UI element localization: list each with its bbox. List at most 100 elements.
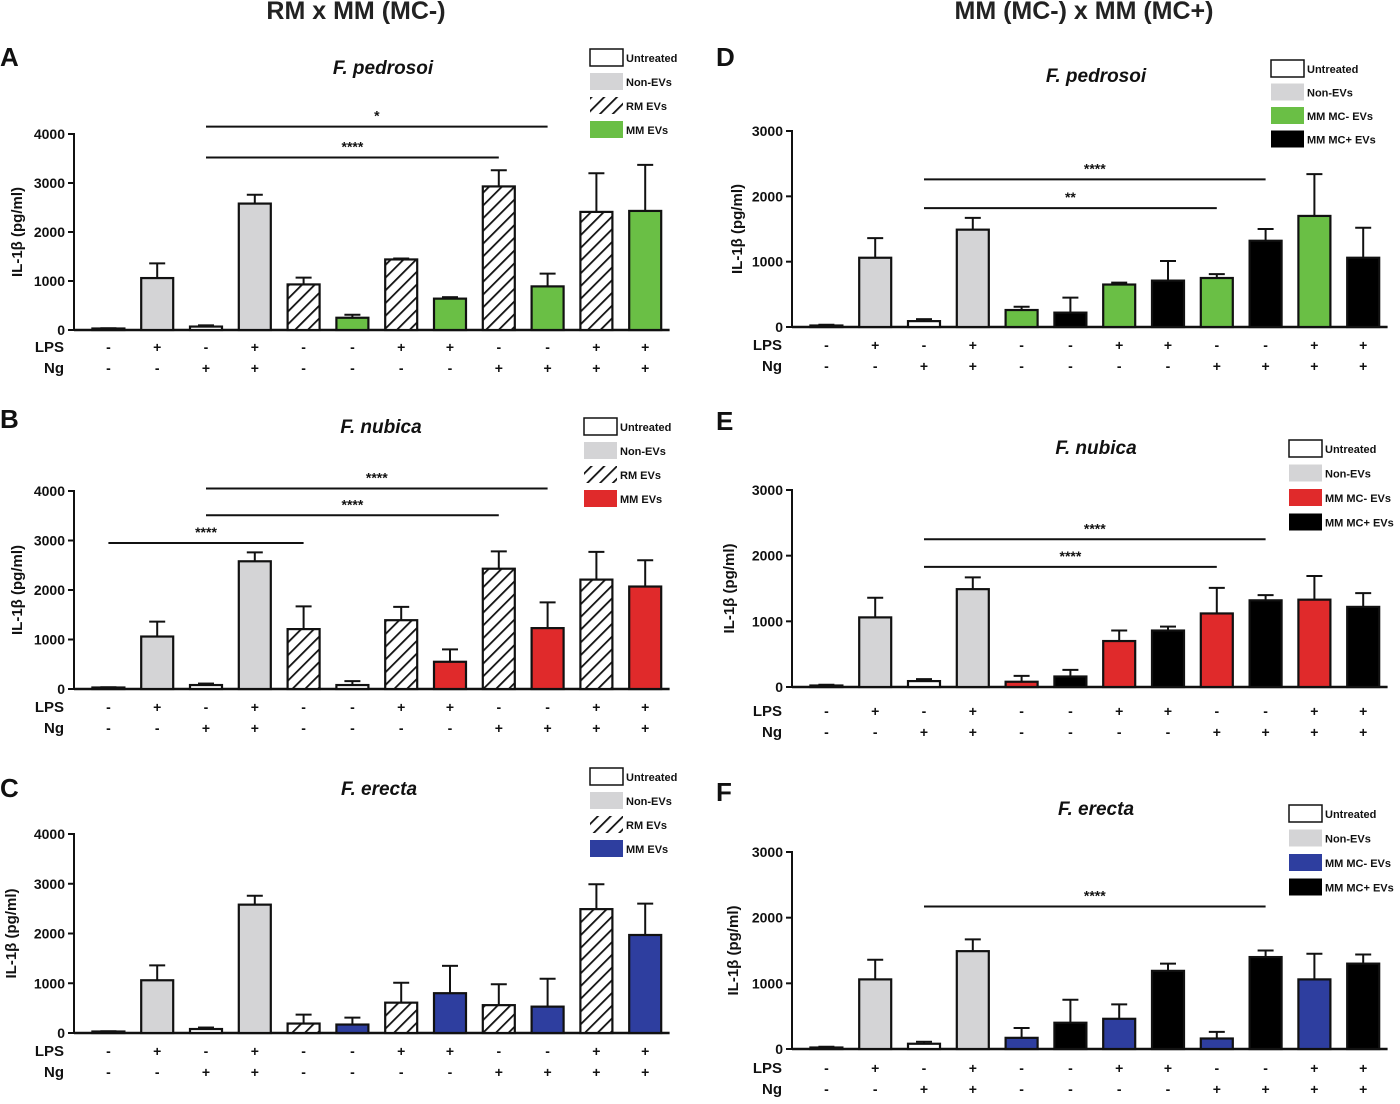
bar-green xyxy=(1102,283,1137,329)
legend-swatch-untreated xyxy=(589,767,624,786)
condition-sign: - xyxy=(1068,1081,1073,1097)
condition-sign: - xyxy=(1019,1060,1024,1076)
condition-sign: + xyxy=(969,703,977,719)
legend-label: Non-EVs xyxy=(1307,88,1353,100)
condition-sign: + xyxy=(1359,703,1367,719)
condition-sign: + xyxy=(871,703,879,719)
legend-swatch-black xyxy=(1289,513,1322,531)
y-tick-label: 0 xyxy=(57,1025,65,1041)
condition-sign: - xyxy=(350,1043,355,1059)
condition-sign: - xyxy=(350,339,355,355)
bar-non_evs xyxy=(955,588,990,689)
condition-sign: - xyxy=(1263,1060,1268,1076)
y-tick-label: 1000 xyxy=(34,975,65,991)
condition-sign: - xyxy=(204,699,209,715)
bar-blue xyxy=(335,1023,370,1035)
bar-hatch xyxy=(286,283,321,332)
condition-sign: - xyxy=(1019,337,1024,353)
legend-label: MM MC+ EVs xyxy=(1307,135,1376,147)
legend-label: Untreated xyxy=(1307,64,1358,76)
bar-green xyxy=(432,297,468,332)
y-tick-label: 0 xyxy=(775,1041,783,1057)
panel-letter: C xyxy=(0,773,19,803)
bar-blue xyxy=(1004,1036,1039,1051)
legend-swatch-green xyxy=(590,121,623,138)
legend-label: Untreated xyxy=(626,772,677,784)
condition-sign: + xyxy=(251,720,259,736)
condition-sign: + xyxy=(969,724,977,740)
condition-sign: - xyxy=(1068,703,1073,719)
significance-label: **** xyxy=(1060,548,1082,564)
legend-label: Non-EVs xyxy=(626,77,672,89)
condition-sign: - xyxy=(301,1064,306,1080)
bar-red xyxy=(530,627,565,691)
condition-sign: + xyxy=(641,699,649,715)
legend-label: Untreated xyxy=(1325,809,1376,821)
bar-red xyxy=(432,660,468,691)
legend-label: RM EVs xyxy=(620,470,661,482)
condition-sign: - xyxy=(1019,1081,1024,1097)
condition-sign: - xyxy=(545,339,550,355)
bar-untreated xyxy=(188,1027,224,1035)
chart-title: F. nubica xyxy=(1055,438,1137,459)
legend-swatch-non_evs xyxy=(1271,83,1304,101)
bar-blue xyxy=(1199,1037,1234,1051)
y-tick-label: 3000 xyxy=(752,844,783,860)
condition-sign: + xyxy=(446,699,454,715)
bar-hatch xyxy=(384,1001,419,1035)
bar-non_evs xyxy=(140,276,175,332)
bar-blue xyxy=(530,1005,565,1035)
condition-sign: - xyxy=(106,1043,111,1059)
legend-swatch-red xyxy=(584,490,617,507)
y-tick-label: 4000 xyxy=(34,826,65,842)
condition-sign: + xyxy=(1164,703,1172,719)
bar-green xyxy=(530,285,565,332)
significance-label: **** xyxy=(1084,160,1106,176)
legend-swatch-black xyxy=(1271,130,1304,148)
condition-sign: - xyxy=(301,699,306,715)
bar-untreated xyxy=(809,684,844,689)
condition-sign: - xyxy=(301,720,306,736)
panel-b: B F. nubica IL-1β (pg/ml) 0 1000 2000 3000 4000… xyxy=(0,404,671,737)
legend-swatch-non_evs xyxy=(1289,464,1322,482)
condition-sign: + xyxy=(592,339,600,355)
condition-label-ng: Ng xyxy=(44,720,64,737)
condition-sign: - xyxy=(106,699,111,715)
condition-label-lps: LPS xyxy=(753,1060,782,1077)
y-tick-label: 3000 xyxy=(34,876,65,892)
condition-label-ng: Ng xyxy=(44,1064,64,1081)
bar-black xyxy=(1053,675,1088,689)
condition-sign: + xyxy=(1115,1060,1123,1076)
chart-title: F. pedrosoi xyxy=(1046,66,1147,87)
condition-sign: - xyxy=(496,1043,501,1059)
bar-red xyxy=(1102,639,1137,689)
bar-black xyxy=(1346,256,1381,329)
condition-label-ng: Ng xyxy=(762,724,782,741)
condition-sign: + xyxy=(592,1043,600,1059)
y-tick-label: 2000 xyxy=(752,910,783,926)
condition-sign: - xyxy=(1263,703,1268,719)
condition-sign: + xyxy=(251,1064,259,1080)
condition-sign: + xyxy=(202,1064,210,1080)
condition-sign: + xyxy=(1310,1060,1318,1076)
condition-sign: + xyxy=(153,699,161,715)
legend-label: Untreated xyxy=(626,53,677,65)
condition-sign: - xyxy=(350,360,355,376)
condition-sign: + xyxy=(397,339,405,355)
y-tick-label: 3000 xyxy=(34,175,65,191)
condition-sign: - xyxy=(1068,1060,1073,1076)
condition-sign: - xyxy=(1117,724,1122,740)
legend-label: MM EVs xyxy=(626,125,668,137)
condition-sign: - xyxy=(204,1043,209,1059)
condition-sign: + xyxy=(1359,358,1367,374)
y-tick-label: 0 xyxy=(57,681,65,697)
panel-letter: D xyxy=(716,42,735,72)
bar-blue xyxy=(628,933,663,1035)
bar-black xyxy=(1346,605,1381,689)
condition-sign: + xyxy=(1164,337,1172,353)
panel-d: D F. pedrosoi IL-1β (pg/ml) 0 1000 2000 3000 **… xyxy=(716,42,1388,375)
y-tick-label: 4000 xyxy=(34,483,65,499)
condition-sign: + xyxy=(969,1081,977,1097)
panel-letter: E xyxy=(716,406,733,436)
condition-sign: - xyxy=(1263,337,1268,353)
